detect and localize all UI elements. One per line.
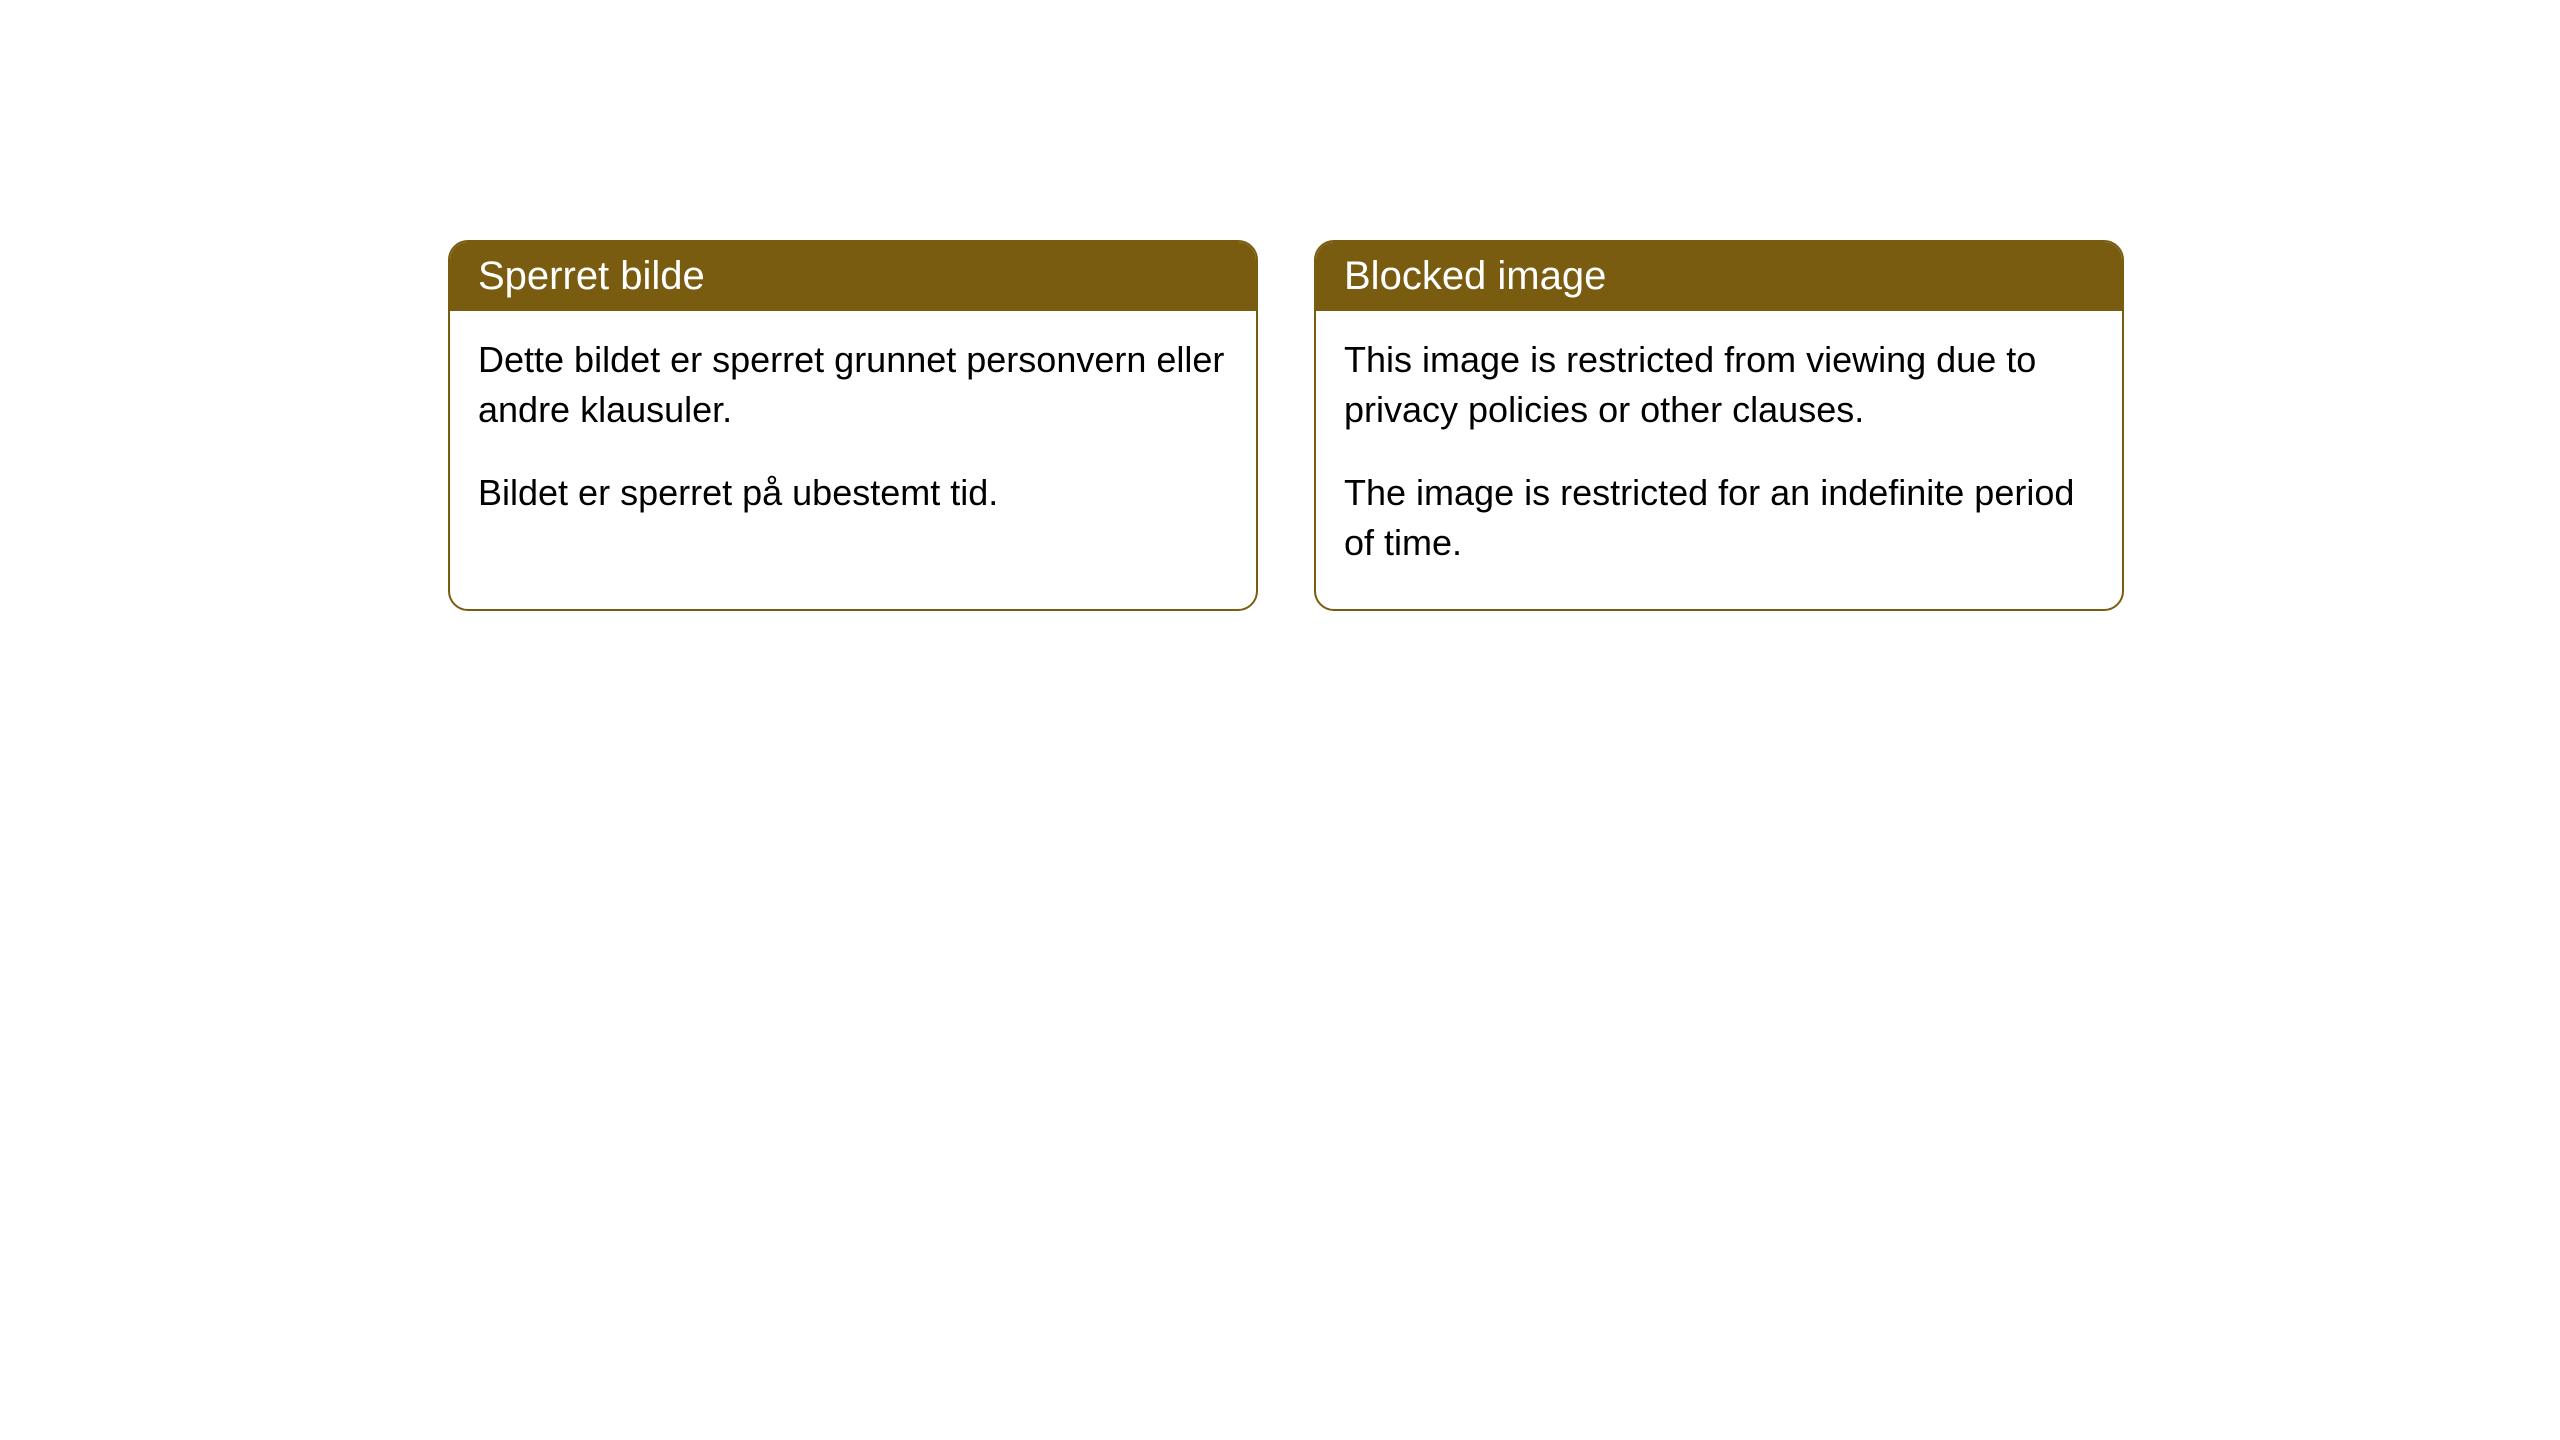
card-title: Sperret bilde (478, 254, 705, 298)
notice-paragraph: This image is restricted from viewing du… (1344, 335, 2094, 436)
card-body: This image is restricted from viewing du… (1316, 311, 2122, 609)
card-header: Sperret bilde (450, 242, 1256, 311)
card-body: Dette bildet er sperret grunnet personve… (450, 311, 1256, 558)
notice-paragraph: The image is restricted for an indefinit… (1344, 468, 2094, 569)
notice-paragraph: Bildet er sperret på ubestemt tid. (478, 468, 1228, 518)
notice-cards-container: Sperret bilde Dette bildet er sperret gr… (0, 0, 2560, 611)
card-header: Blocked image (1316, 242, 2122, 311)
card-title: Blocked image (1344, 254, 1606, 298)
notice-paragraph: Dette bildet er sperret grunnet personve… (478, 335, 1228, 436)
blocked-image-notice-english: Blocked image This image is restricted f… (1314, 240, 2124, 611)
blocked-image-notice-norwegian: Sperret bilde Dette bildet er sperret gr… (448, 240, 1258, 611)
